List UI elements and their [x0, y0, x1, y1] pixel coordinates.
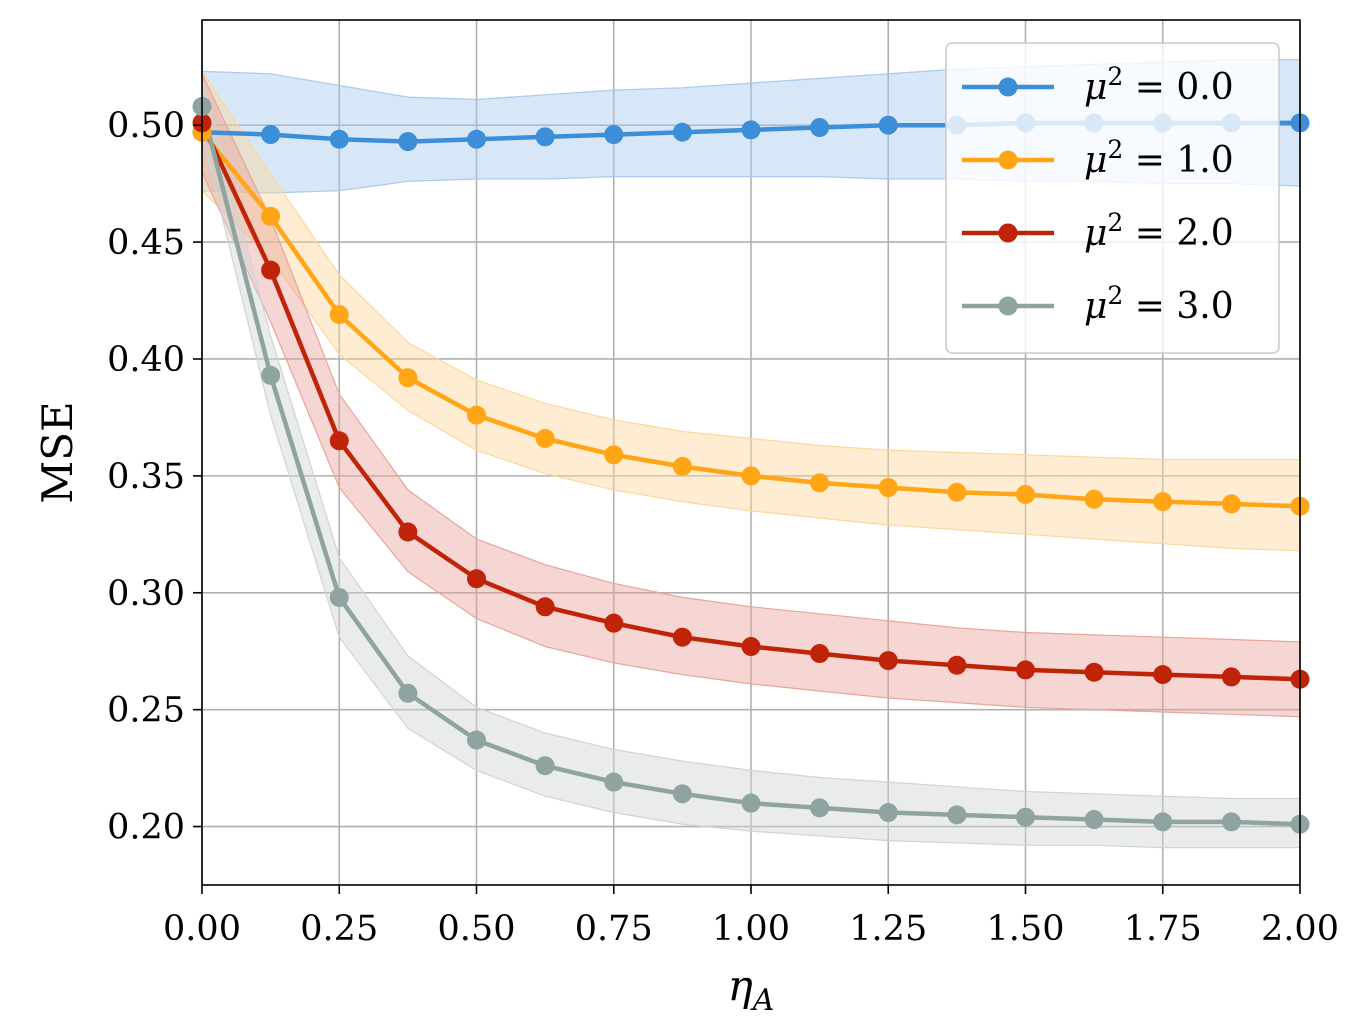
- point-series-3: [672, 784, 692, 804]
- x-tick-label: 1.75: [1124, 909, 1202, 949]
- x-tick-label: 0.75: [575, 909, 653, 949]
- legend: μ2 = 0.0 μ2 = 1.0 μ2 = 2.0 μ2 = 3.0: [945, 42, 1280, 354]
- point-series-0: [535, 127, 555, 147]
- point-series-3: [261, 365, 281, 385]
- point-series-0: [741, 120, 761, 140]
- point-series-0: [810, 118, 830, 138]
- x-tick-label: 0.50: [438, 909, 516, 949]
- y-axis-ticks: 0.20 0.25 0.30 0.35 0.40 0.45 0.50: [107, 106, 202, 848]
- point-series-1: [1016, 485, 1035, 505]
- legend-label-2: μ2 = 2.0: [1084, 208, 1234, 254]
- x-tick-label: 1.50: [987, 909, 1065, 949]
- point-series-2: [398, 522, 418, 542]
- point-series-2: [947, 655, 967, 675]
- point-series-2: [329, 431, 349, 451]
- point-series-2: [604, 613, 624, 633]
- point-series-2: [741, 637, 761, 657]
- point-series-1: [535, 428, 555, 448]
- point-series-2: [1084, 662, 1104, 682]
- point-series-0: [467, 129, 486, 149]
- point-series-1: [672, 457, 692, 477]
- point-series-3: [329, 587, 349, 607]
- point-series-1: [810, 473, 830, 493]
- legend-marker-3: [998, 296, 1018, 316]
- y-tick-label: 0.30: [107, 574, 185, 614]
- point-series-1: [467, 405, 486, 425]
- legend-label-1: μ2 = 1.0: [1084, 135, 1234, 181]
- x-tick-label: 1.00: [712, 909, 790, 949]
- legend-marker-2: [998, 223, 1018, 243]
- point-series-0: [329, 129, 349, 149]
- legend-marker-0: [998, 77, 1018, 97]
- point-series-1: [261, 206, 281, 226]
- y-tick-label: 0.50: [107, 106, 185, 146]
- point-series-1: [1153, 492, 1173, 512]
- point-series-1: [398, 368, 418, 388]
- point-series-2: [467, 569, 486, 589]
- point-series-1: [878, 478, 898, 498]
- point-series-2: [261, 260, 281, 280]
- y-tick-label: 0.25: [107, 691, 185, 731]
- legend-box: [945, 42, 1280, 354]
- point-series-3: [1221, 812, 1241, 832]
- point-series-2: [535, 597, 555, 617]
- point-series-3: [535, 756, 555, 776]
- point-series-2: [810, 644, 830, 664]
- point-series-0: [398, 132, 418, 152]
- y-tick-label: 0.40: [107, 340, 185, 380]
- point-series-2: [672, 627, 692, 647]
- point-series-1: [1084, 489, 1104, 509]
- y-tick-label: 0.35: [107, 457, 185, 497]
- point-series-3: [604, 772, 624, 792]
- point-series-1: [329, 305, 349, 325]
- point-series-0: [672, 122, 692, 142]
- point-series-1: [947, 482, 967, 502]
- x-axis-ticks: 0.00 0.25 0.50 0.75 1.00 1.25 1.50 1.75 2.00: [163, 885, 1339, 949]
- point-series-3: [1153, 812, 1173, 832]
- x-tick-label: 0.25: [300, 909, 378, 949]
- point-series-0: [604, 125, 624, 145]
- point-series-0: [261, 125, 281, 145]
- point-series-2: [1153, 665, 1173, 685]
- point-series-2: [1221, 667, 1241, 687]
- legend-marker-1: [998, 150, 1018, 170]
- y-tick-label: 0.45: [107, 223, 185, 263]
- x-tick-label: 2.00: [1261, 909, 1339, 949]
- legend-label-3: μ2 = 3.0: [1084, 281, 1234, 327]
- point-series-3: [1016, 807, 1035, 827]
- point-series-2: [1016, 660, 1035, 680]
- point-series-1: [741, 466, 761, 486]
- point-series-1: [604, 445, 624, 465]
- point-series-1: [1221, 494, 1241, 514]
- x-axis-label: ηA: [728, 961, 775, 1018]
- y-tick-label: 0.20: [107, 808, 185, 848]
- x-tick-label: 1.25: [849, 909, 927, 949]
- x-tick-label: 0.00: [163, 909, 241, 949]
- point-series-3: [741, 793, 761, 813]
- y-axis-label: MSE: [33, 401, 82, 503]
- point-series-3: [398, 683, 418, 703]
- legend-label-0: μ2 = 0.0: [1084, 62, 1234, 108]
- point-series-3: [878, 803, 898, 823]
- point-series-2: [878, 651, 898, 671]
- point-series-3: [467, 730, 486, 750]
- point-series-3: [1084, 810, 1104, 830]
- point-series-0: [878, 115, 898, 135]
- point-series-3: [947, 805, 967, 825]
- point-series-3: [810, 798, 830, 818]
